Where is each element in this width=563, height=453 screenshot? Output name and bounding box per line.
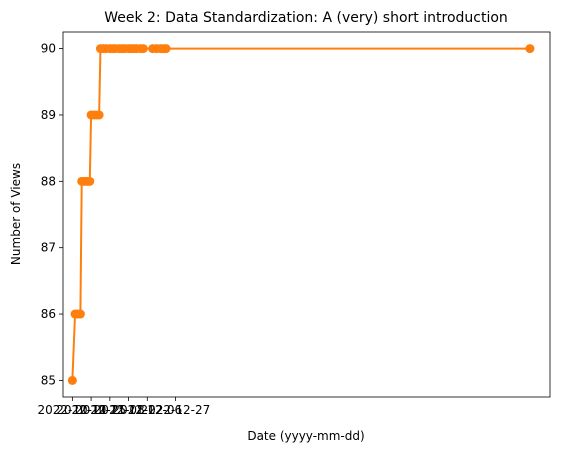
y-axis-label: Number of Views [9,163,23,265]
data-point [94,110,104,120]
y-tick-label: 85 [41,373,56,387]
data-point [85,176,95,186]
data-point [525,44,535,54]
x-axis-label: Date (yyyy-mm-dd) [247,429,364,443]
x-tick-label: 2022-10-11 [37,403,107,417]
x-axis: 2022-10-112022-10-252022-11-082022-11-22… [37,397,210,417]
x-tick-label: 2022-11-22 [94,403,164,417]
plot-frame [62,31,551,398]
y-tick-label: 86 [41,307,56,321]
data-point [67,375,77,385]
y-tick-label: 87 [41,241,56,255]
data-point [138,44,148,54]
y-axis: 85 86 87 88 89 90 [41,42,63,387]
y-tick-label: 88 [41,174,56,188]
data-point [75,309,85,319]
plot-series [67,44,535,385]
chart-title: Week 2: Data Standardization: A (very) s… [104,10,508,26]
y-tick-label: 90 [41,42,56,56]
x-tick-label: 2022-12-27 [141,403,211,417]
y-tick-label: 89 [41,108,56,122]
x-tick-label: 2022-12-06 [112,403,182,417]
x-tick-label: 2022-10-25 [56,403,126,417]
data-point [161,44,171,54]
x-tick-label: 2022-11-08 [75,403,145,417]
